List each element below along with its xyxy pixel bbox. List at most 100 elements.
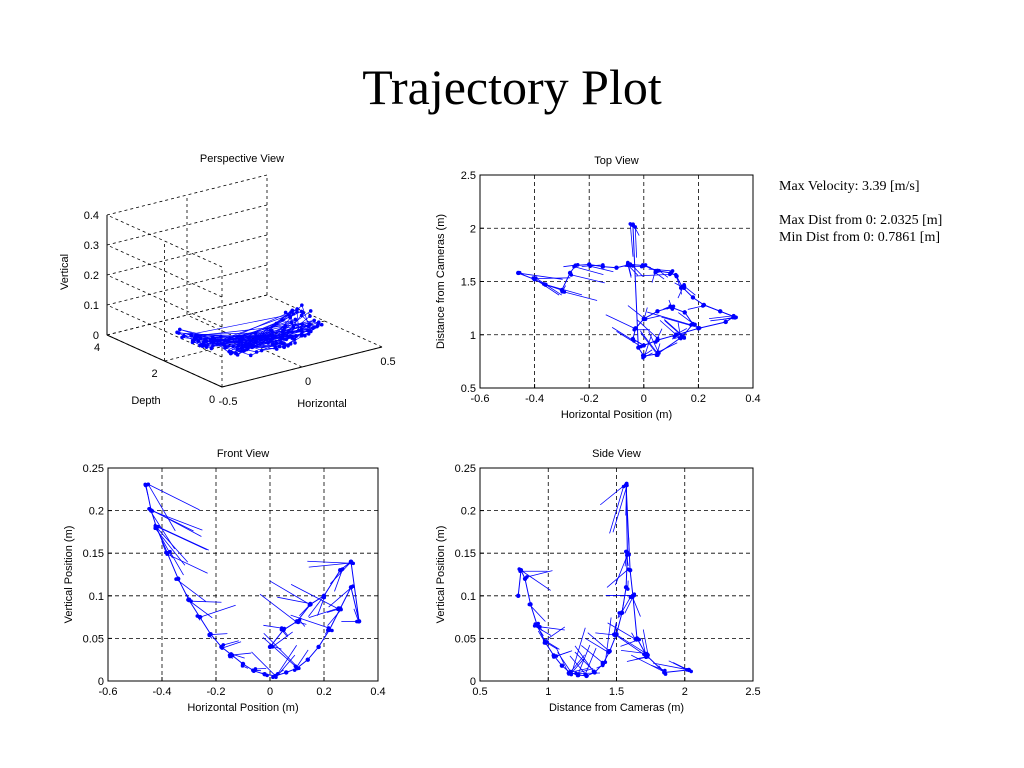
perspective-data-point <box>299 313 304 318</box>
top-data-point <box>641 353 646 359</box>
side-trajectory-segment <box>569 667 589 673</box>
front-trajectory-segment <box>169 551 184 576</box>
side-trajectory-segment <box>546 641 560 650</box>
top-trajectory-segment <box>634 226 637 258</box>
perspective-x-tick-label: 0.5 <box>380 356 395 368</box>
perspective-view-chart: 0 0.1 0.2 0.3 0.4 -0.5 0 0.5 0 2 4 Perspective View… <box>59 153 396 410</box>
max-velocity-text: Max Velocity: 3.39 [m/s] <box>779 179 920 194</box>
top-data-point <box>630 336 636 342</box>
top-trajectory-segment <box>571 274 605 284</box>
front-x-tick-label: -0.6 <box>99 686 118 698</box>
perspective-trajectory-segment <box>275 324 311 342</box>
front-trajectory-segment <box>269 580 310 605</box>
top-x-tick-label: -0.2 <box>580 393 599 405</box>
front-trajectory-segment <box>161 541 167 553</box>
top-trajectory-segment <box>645 315 661 320</box>
side-data-point <box>522 576 528 581</box>
side-y-tick-label: 0.1 <box>461 591 476 603</box>
perspective-data-point <box>277 344 282 349</box>
top-data-point <box>655 309 660 314</box>
top-data-point <box>516 270 521 276</box>
perspective-z-tick-label: 0.2 <box>84 270 99 282</box>
top-data-point <box>573 263 578 268</box>
max-dist-text: Max Dist from 0: 2.0325 [m] <box>779 213 943 228</box>
slide-title: Trajectory Plot <box>362 59 662 115</box>
top-data-point <box>679 334 685 340</box>
perspective-data-point <box>293 341 297 345</box>
perspective-x-tick-label: -0.5 <box>219 396 238 408</box>
top-trajectory-line <box>518 225 735 357</box>
top-trajectory-segment <box>709 315 734 320</box>
top-data-point <box>674 332 679 337</box>
perspective-trajectory-segment <box>206 340 257 353</box>
front-x-tick-label: 0.2 <box>316 686 331 698</box>
top-data-point <box>559 287 565 293</box>
perspective-trajectory-segment <box>183 313 294 337</box>
side-x-tick-label: 2.5 <box>745 686 760 698</box>
side-title: Side View <box>592 448 641 460</box>
side-data-point <box>551 653 556 658</box>
front-data-point <box>327 627 332 633</box>
side-trajectory-segment <box>587 632 610 652</box>
perspective-data-point <box>319 322 324 327</box>
top-data-point <box>641 263 646 268</box>
front-trajectory-segment <box>277 596 311 604</box>
perspective-zlabel: Vertical <box>59 254 71 290</box>
front-data-point <box>321 593 327 598</box>
top-data-point <box>655 268 660 274</box>
front-y-tick-label: 0.05 <box>83 633 104 645</box>
top-view-chart: -0.6 -0.4 -0.2 0 0.2 0.4 0.5 1 1.5 2 2.5 Top View Ho… <box>435 155 761 421</box>
top-data-point <box>627 262 633 267</box>
front-trajectory-segment <box>326 608 338 613</box>
perspective-xlabel: Horizontal <box>297 398 347 410</box>
side-data-point <box>528 602 533 607</box>
side-y-tick-label: 0.05 <box>455 633 476 645</box>
perspective-data-point <box>270 337 275 342</box>
side-y-tick-label: 0 <box>470 676 476 688</box>
front-data-point <box>197 614 202 620</box>
side-data-point <box>518 568 524 573</box>
perspective-data-point <box>205 344 209 348</box>
side-data-point <box>634 636 640 641</box>
side-view-chart: 0.5 1 1.5 2 2.5 0 0.05 0.1 0.15 0.2 0.25 Side View D… <box>435 448 761 714</box>
side-trajectory-segment <box>569 655 588 677</box>
front-data-point <box>219 644 224 650</box>
side-trajectory-segment <box>631 654 665 673</box>
front-data-point <box>294 666 300 671</box>
top-data-point <box>668 270 674 276</box>
perspective-trajectory-segment <box>207 345 280 347</box>
top-trajectory-segment <box>535 277 562 296</box>
top-data-point <box>567 270 573 276</box>
top-trajectory-segment <box>627 263 632 278</box>
top-x-tick-label: 0 <box>641 393 647 405</box>
front-trajectory-segment <box>334 568 343 592</box>
front-xlabel: Horizontal Position (m) <box>187 702 298 714</box>
top-trajectory-segment <box>644 335 652 357</box>
side-trajectory-segment <box>604 617 612 663</box>
side-trajectory-segment <box>607 622 637 641</box>
front-data-point <box>267 644 273 650</box>
stats-panel: Max Velocity: 3.39 [m/s] Max Dist from 0… <box>779 178 942 246</box>
perspective-z-tick-label: 0.4 <box>84 210 99 222</box>
perspective-trajectory-segment <box>301 315 315 328</box>
perspective-data-point <box>289 310 293 314</box>
front-data-point <box>348 559 354 564</box>
perspective-side-gridline <box>106 214 223 268</box>
front-data-point <box>186 597 192 603</box>
front-data-point <box>240 661 246 667</box>
top-data-point <box>701 302 707 308</box>
front-trajectory-segment <box>152 510 203 531</box>
perspective-title: Perspective View <box>200 153 284 165</box>
top-data-point <box>696 326 701 331</box>
side-trajectory-segment <box>642 629 649 656</box>
front-y-tick-label: 0 <box>98 676 104 688</box>
perspective-trajectory-segment <box>265 336 280 347</box>
front-data-point <box>338 606 343 611</box>
perspective-ylabel: Depth <box>131 395 160 407</box>
front-data-point <box>251 668 256 673</box>
front-trajectory-segment <box>272 631 293 648</box>
front-data-point <box>308 602 313 607</box>
perspective-data-point <box>316 322 321 326</box>
perspective-data-point <box>307 323 312 327</box>
perspective-data-point <box>299 309 304 314</box>
